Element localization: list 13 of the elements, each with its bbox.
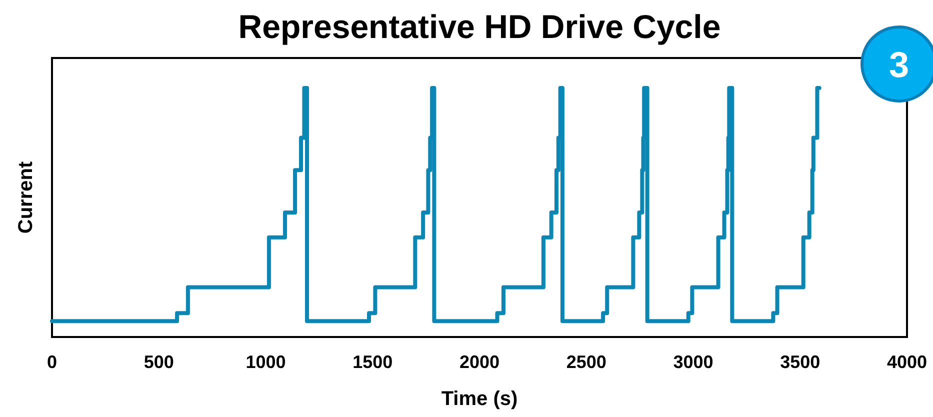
chart-title: Representative HD Drive Cycle [238, 8, 721, 45]
x-tick-label: 3500 [780, 352, 820, 372]
x-tick-label: 2500 [566, 352, 606, 372]
x-tick-label: 1000 [246, 352, 286, 372]
text: 3 [888, 44, 910, 85]
x-tick-label: 4000 [886, 352, 928, 372]
x-tick-label: 500 [144, 352, 174, 372]
x-tick-label: 1500 [352, 352, 393, 372]
x-tick-label: 0 [46, 352, 58, 372]
x-tick-label: 2000 [459, 352, 500, 372]
y-axis-title: Current [15, 161, 37, 234]
x-axis-title: Time (s) [441, 388, 518, 410]
x-tick-label: 3000 [673, 352, 714, 372]
